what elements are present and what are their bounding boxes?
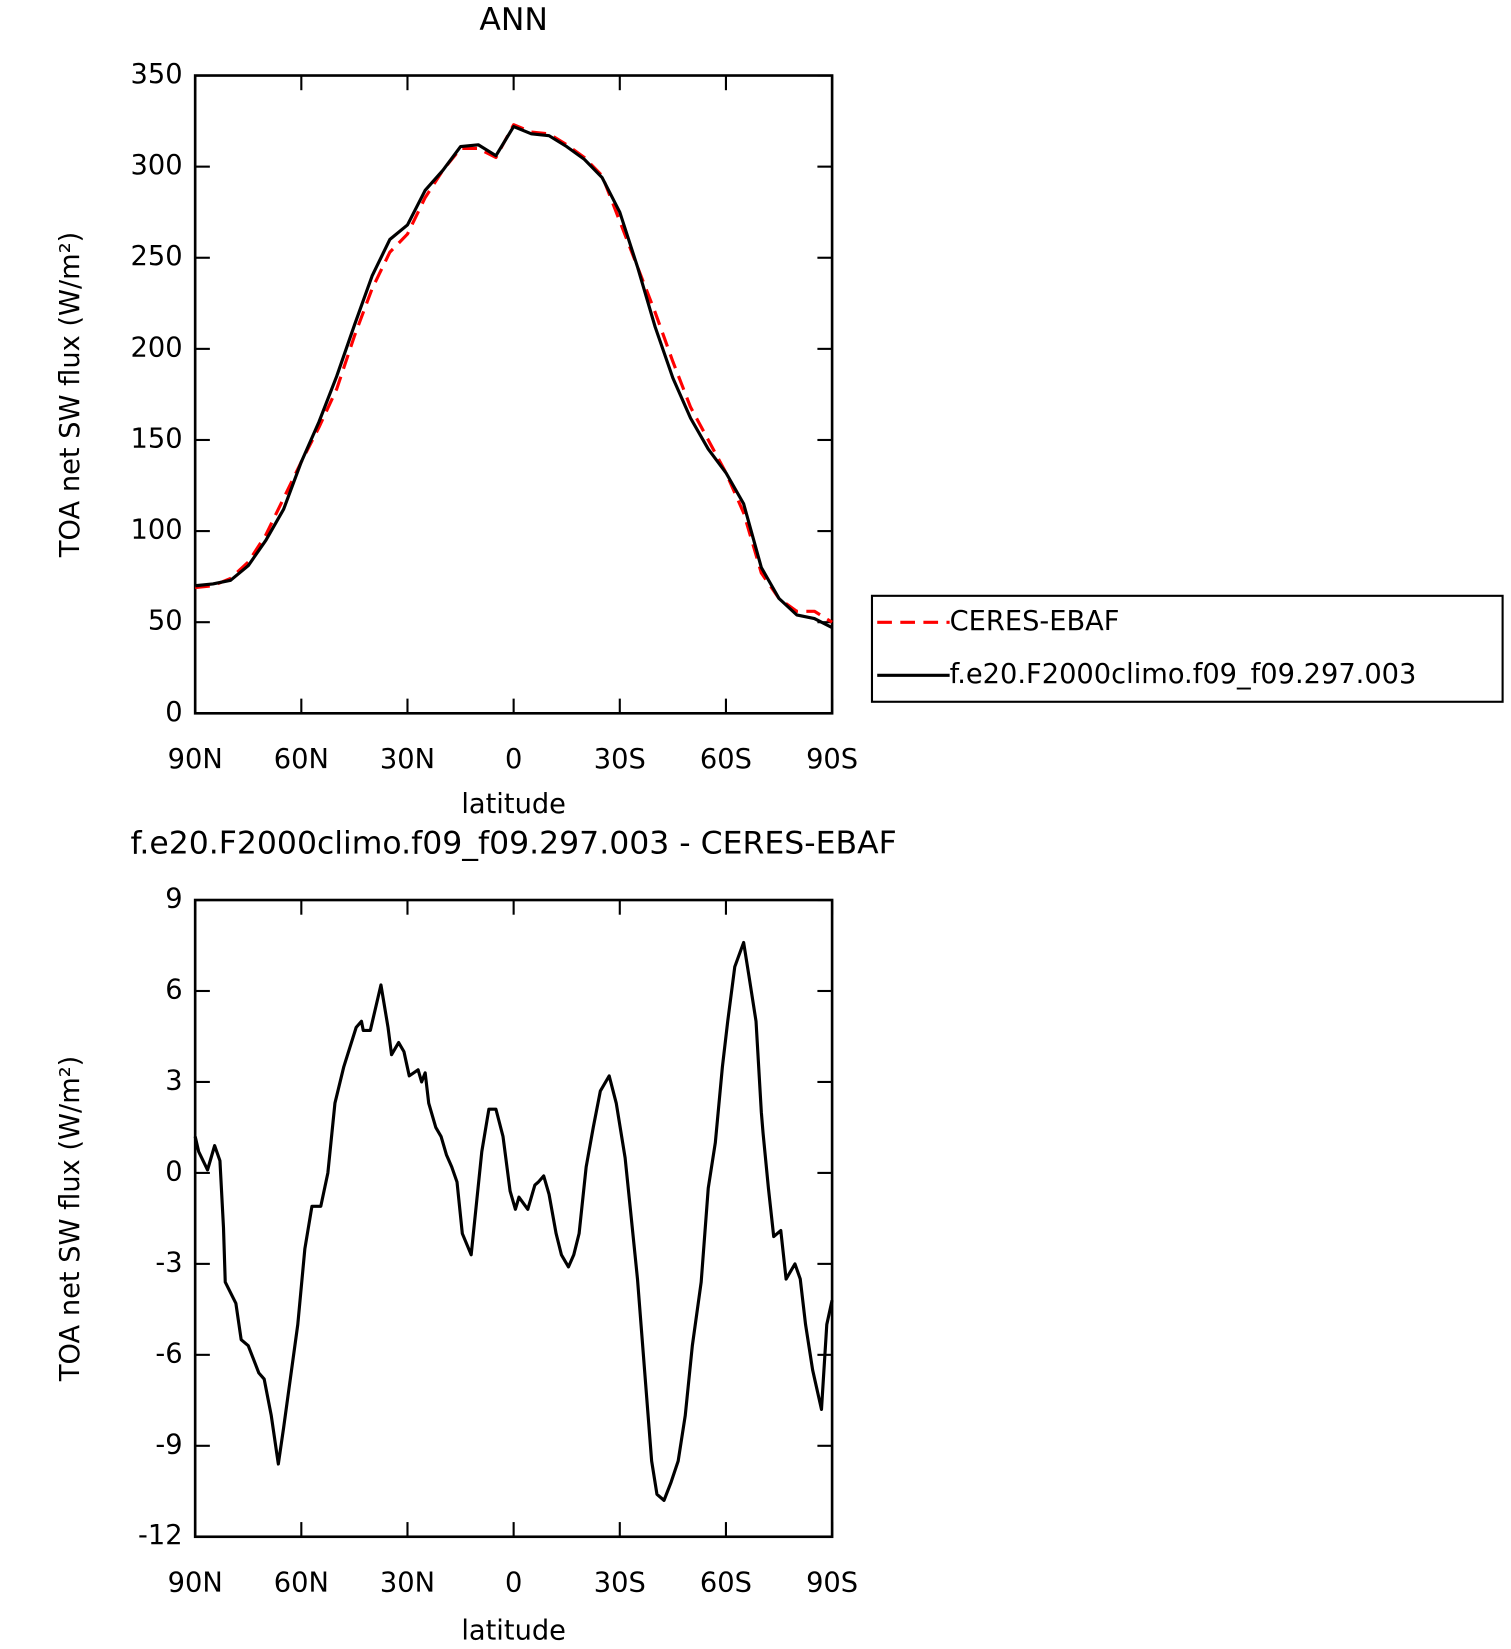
x-tick-label: 60S [700,744,752,775]
y-tick-label: 200 [131,332,183,363]
y-tick-label: 6 [165,974,182,1005]
series-line [193,940,834,1502]
chart-title: f.e20.F2000climo.f09_f09.297.003 - CERES… [131,825,897,861]
y-tick-label: 150 [131,423,183,454]
x-tick-label: 30S [594,744,646,775]
chart-title: ANN [479,2,548,38]
y-tick-label: -9 [155,1429,182,1460]
x-tick-label: 30N [380,1567,435,1598]
y-tick-label: -3 [155,1247,182,1278]
y-tick-label: -6 [155,1338,182,1369]
y-tick-label: 250 [131,241,183,272]
y-tick-label: 0 [165,1156,182,1187]
x-tick-label: 30N [380,744,435,775]
series-line [195,124,833,630]
legend-label: CERES-EBAF [950,606,1120,637]
x-tick-label: 60N [274,744,329,775]
x-tick-label: 60S [700,1567,752,1598]
x-tick-label: 30S [594,1567,646,1598]
x-tick-label: 60N [274,1567,329,1598]
y-tick-label: -12 [138,1520,183,1551]
x-tick-label: 90N [168,1567,223,1598]
y-tick-label: 0 [165,697,182,728]
y-tick-label: 9 [165,884,182,915]
y-tick-label: 50 [148,606,183,637]
legend-label: f.e20.F2000climo.f09_f09.297.003 [950,659,1417,690]
x-axis-label: latitude [461,789,566,820]
x-tick-label: 0 [505,1567,522,1598]
plot-frame [193,898,834,1539]
y-tick-label: 350 [131,59,183,90]
plot-frame [193,74,834,715]
panel: ANN latitude TOA net SW flux (W/m²) 0 50 100 1… [55,2,1504,820]
x-tick-label: 90S [806,744,858,775]
x-tick-label: 90S [806,1567,858,1598]
panel: f.e20.F2000climo.f09_f09.297.003 - CERES… [55,825,897,1646]
legend-box [870,594,1504,703]
x-tick-label: 0 [505,744,522,775]
series-line [195,123,833,624]
y-tick-label: 3 [165,1065,182,1096]
y-tick-label: 300 [131,150,183,181]
y-tick-label: 100 [131,515,183,546]
y-axis-label: TOA net SW flux (W/m²) [55,1056,86,1382]
x-tick-label: 90N [168,744,223,775]
y-axis-label: TOA net SW flux (W/m²) [55,232,86,558]
x-axis-label: latitude [461,1616,566,1647]
